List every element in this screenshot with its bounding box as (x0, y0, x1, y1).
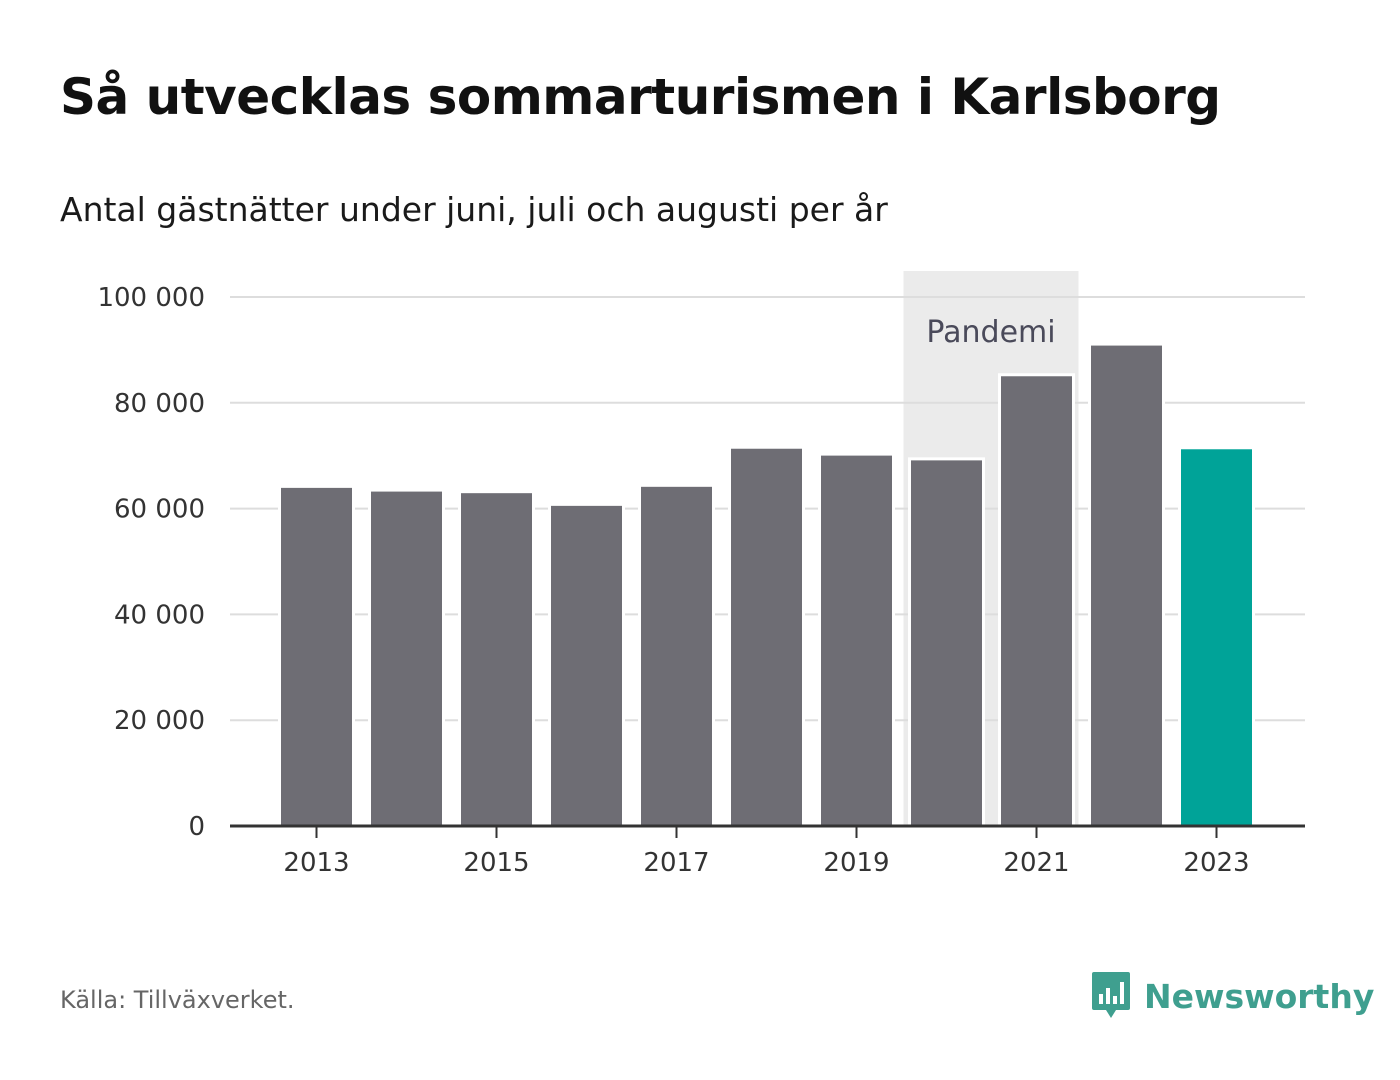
brand-logo: Newsworthy (1090, 968, 1374, 1024)
chart-subtitle: Antal gästnätter under juni, juli och au… (60, 190, 888, 229)
bar-2021 (998, 373, 1075, 828)
y-tick-label: 60 000 (114, 495, 205, 525)
bar-2019 (818, 452, 895, 828)
bar-2014 (368, 488, 445, 828)
x-tick-label: 2013 (283, 848, 349, 878)
x-tick-label: 2019 (823, 848, 889, 878)
bar-2015 (458, 490, 535, 828)
x-tick-label: 2023 (1183, 848, 1249, 878)
brand-name: Newsworthy (1144, 976, 1375, 1016)
bar-2020 (908, 457, 985, 828)
bar-2016 (548, 502, 625, 828)
y-tick-label: 20 000 (114, 706, 205, 736)
y-tick-label: 40 000 (114, 600, 205, 630)
bar-2017 (638, 483, 715, 828)
bar-chart-speech-bubble-icon (1092, 972, 1130, 1018)
y-tick-label: 80 000 (114, 389, 205, 419)
bar-2022 (1088, 342, 1165, 828)
bar-2013 (278, 484, 355, 828)
bar-chart: Pandemi 0 20 000 40 000 60 000 80 000 100 000 2… (97, 271, 1305, 878)
y-tick-label: 100 000 (97, 283, 205, 313)
y-tick-label: 0 (188, 812, 205, 842)
source-note: Källa: Tillväxverket. (60, 986, 295, 1014)
x-tick-label: 2015 (463, 848, 529, 878)
x-tick-label: 2021 (1003, 848, 1069, 878)
chart-title: Så utvecklas sommarturismen i Karlsborg (60, 68, 1221, 126)
bar-2018 (728, 445, 805, 828)
x-tick-label: 2017 (643, 848, 709, 878)
bar-2023 (1178, 446, 1255, 828)
annotation-label: Pandemi (926, 315, 1055, 350)
